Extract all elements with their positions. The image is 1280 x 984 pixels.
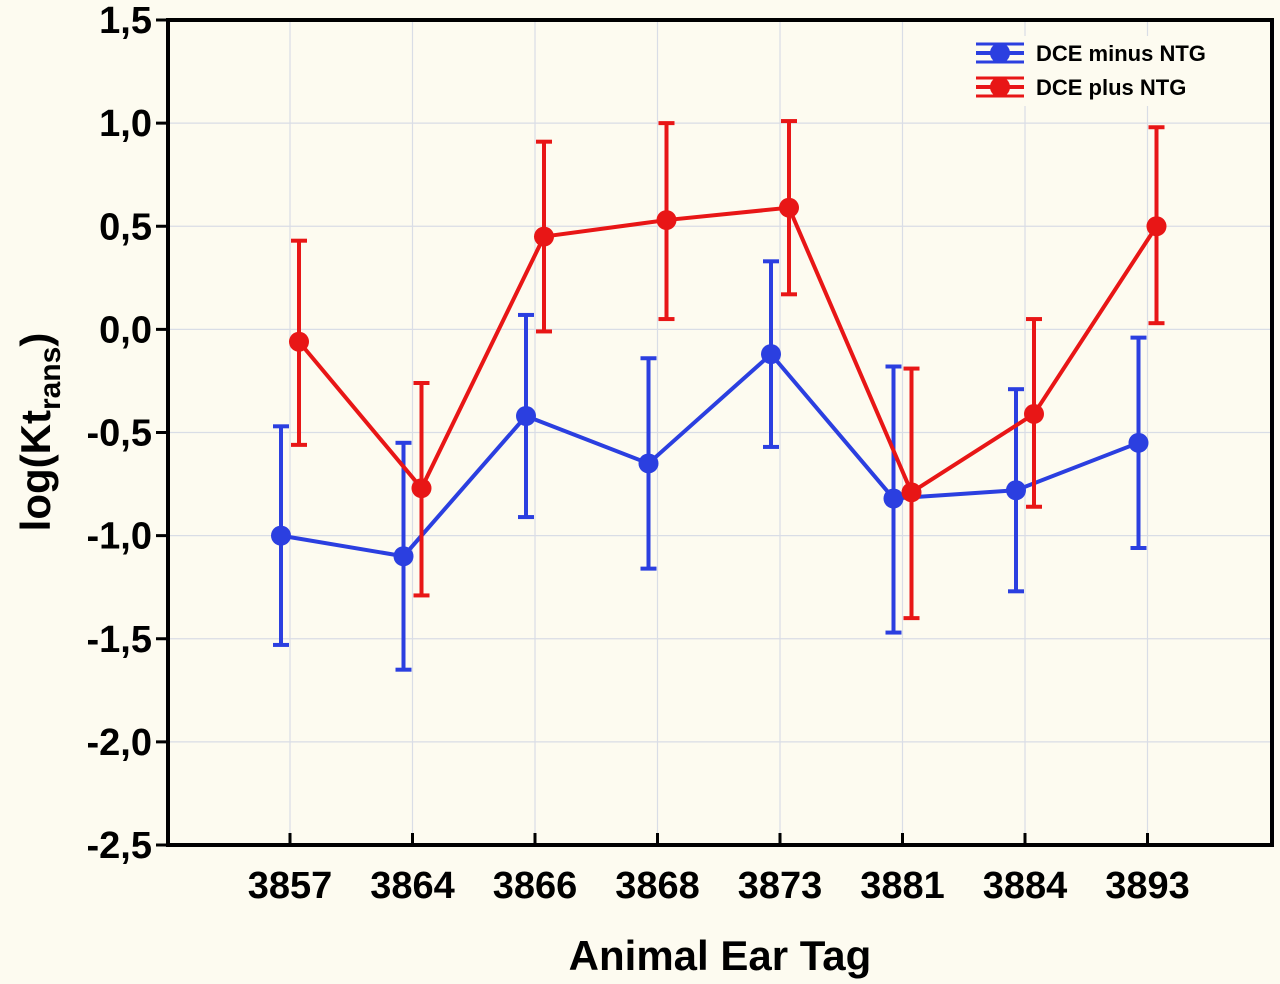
y-axis-title-subscript: rans: [34, 347, 67, 410]
data-point: [1146, 216, 1167, 237]
legend-label: DCE minus NTG: [1036, 41, 1206, 66]
y-tick-label: 1,0: [99, 103, 152, 145]
x-axis: 3857 3864 3866 3868 3873 3881 3884 3893: [248, 833, 1190, 907]
legend-label: DCE plus NTG: [1036, 75, 1186, 100]
series-2: [289, 119, 1167, 621]
x-tick-label: 3881: [860, 865, 945, 907]
x-tick-label: 3866: [493, 865, 578, 907]
data-point: [289, 331, 309, 352]
y-tick-label: -0,5: [87, 413, 152, 455]
data-point: [1006, 480, 1026, 501]
data-point: [516, 406, 536, 426]
legend: DCE minus NTG DCE plus NTG: [966, 36, 1244, 106]
series-1: [271, 259, 1149, 672]
y-axis-title-close: ): [12, 333, 59, 347]
data-point: [656, 210, 677, 231]
legend-box: [966, 36, 1244, 106]
data-point: [1024, 403, 1044, 424]
data-point: [779, 197, 799, 218]
series-line: [297, 205, 1159, 495]
data-point: [638, 453, 659, 474]
x-tick-label: 3873: [738, 865, 823, 907]
data-point: [393, 546, 414, 567]
x-axis-title: Animal Ear Tag: [569, 932, 872, 979]
x-tick-label: 3868: [615, 865, 700, 907]
data-point: [1128, 432, 1149, 453]
y-tick-label: -2,5: [87, 825, 152, 867]
legend-marker: [990, 43, 1010, 63]
data-point: [901, 482, 922, 503]
y-tick-label: 1,5: [99, 0, 152, 42]
y-axis-title: log(Ktrans): [12, 333, 67, 532]
y-axis-title-main: log(Kt: [12, 410, 59, 531]
x-tick-label: 3893: [1105, 865, 1190, 907]
y-tick-label: -1,5: [87, 619, 152, 661]
data-point: [411, 478, 432, 499]
y-tick-label: -2,0: [87, 722, 152, 764]
y-tick-label: 0,0: [99, 309, 152, 351]
data-point: [761, 344, 781, 365]
x-tick-label: 3857: [248, 865, 333, 907]
data-point: [271, 525, 291, 546]
legend-marker: [990, 77, 1010, 97]
series-line: [280, 352, 1140, 559]
y-tick-label: 0,5: [99, 206, 152, 248]
x-tick-label: 3864: [370, 865, 455, 907]
data-point: [883, 488, 904, 509]
y-tick-label: -1,0: [87, 516, 152, 558]
series-layer: [271, 119, 1167, 672]
data-point: [534, 226, 554, 247]
x-tick-label: 3884: [983, 865, 1068, 907]
grid: [168, 20, 1272, 845]
y-axis: 1,5 1,0 0,5 0,0 -0,5 -1,0 -1,5 -2,0 -2,5: [87, 0, 168, 867]
